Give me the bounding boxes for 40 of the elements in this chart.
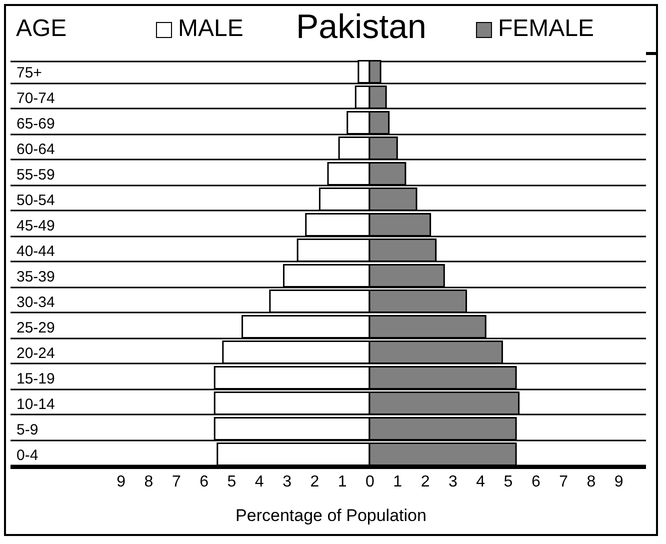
x-tick-label: 6	[200, 474, 209, 490]
x-tick-label: 0	[366, 474, 375, 490]
x-tick-label: 2	[420, 474, 430, 490]
x-tick-label: 4	[254, 474, 264, 490]
y-tick-label: 50-54	[16, 192, 55, 209]
x-tick-label: 9	[116, 474, 126, 490]
y-axis-title: AGE	[16, 15, 67, 43]
y-tick-label: 15-19	[16, 370, 55, 388]
x-tick-label: 3	[282, 474, 292, 490]
x-tick-label: 3	[448, 474, 458, 490]
x-tick-label: 9	[614, 474, 624, 490]
x-tick-label: 5	[227, 474, 236, 490]
x-tick-label: 4	[476, 474, 486, 490]
x-tick-label: 5	[504, 474, 513, 490]
x-tick-label: 6	[531, 474, 540, 490]
legend-label: MALE	[177, 15, 244, 43]
x-tick-label: 2	[310, 474, 320, 490]
y-tick-label: 20-24	[16, 344, 55, 362]
y-tick-label: 45-49	[16, 217, 55, 234]
x-tick-label: 8	[144, 474, 154, 490]
y-tick-label: 65-69	[16, 115, 55, 132]
y-tick-label: 35-39	[16, 268, 55, 286]
y-tick-label: 0-4	[16, 446, 38, 464]
y-tick-label: 60-64	[16, 140, 55, 158]
y-tick-label: 30-34	[16, 294, 55, 311]
y-tick-label: 70-74	[16, 90, 55, 107]
x-tick-label: 7	[559, 474, 568, 490]
y-tick-label: 10-14	[16, 396, 55, 413]
legend-label: FEMALE	[497, 15, 594, 43]
x-tick-label: 1	[338, 474, 347, 490]
x-tick-label: 7	[172, 474, 181, 490]
y-tick-label: 40-44	[16, 242, 55, 260]
y-tick-label: 55-59	[16, 166, 55, 184]
y-tick-label: 25-29	[16, 319, 55, 336]
chart-title: Pakistan	[296, 8, 426, 47]
y-tick-label: 5-9	[16, 421, 38, 438]
x-tick-label: 8	[586, 474, 596, 490]
y-tick-label: 75+	[16, 64, 42, 82]
x-tick-label: 1	[393, 474, 402, 490]
x-axis-title: Percentage of Population	[234, 506, 428, 526]
